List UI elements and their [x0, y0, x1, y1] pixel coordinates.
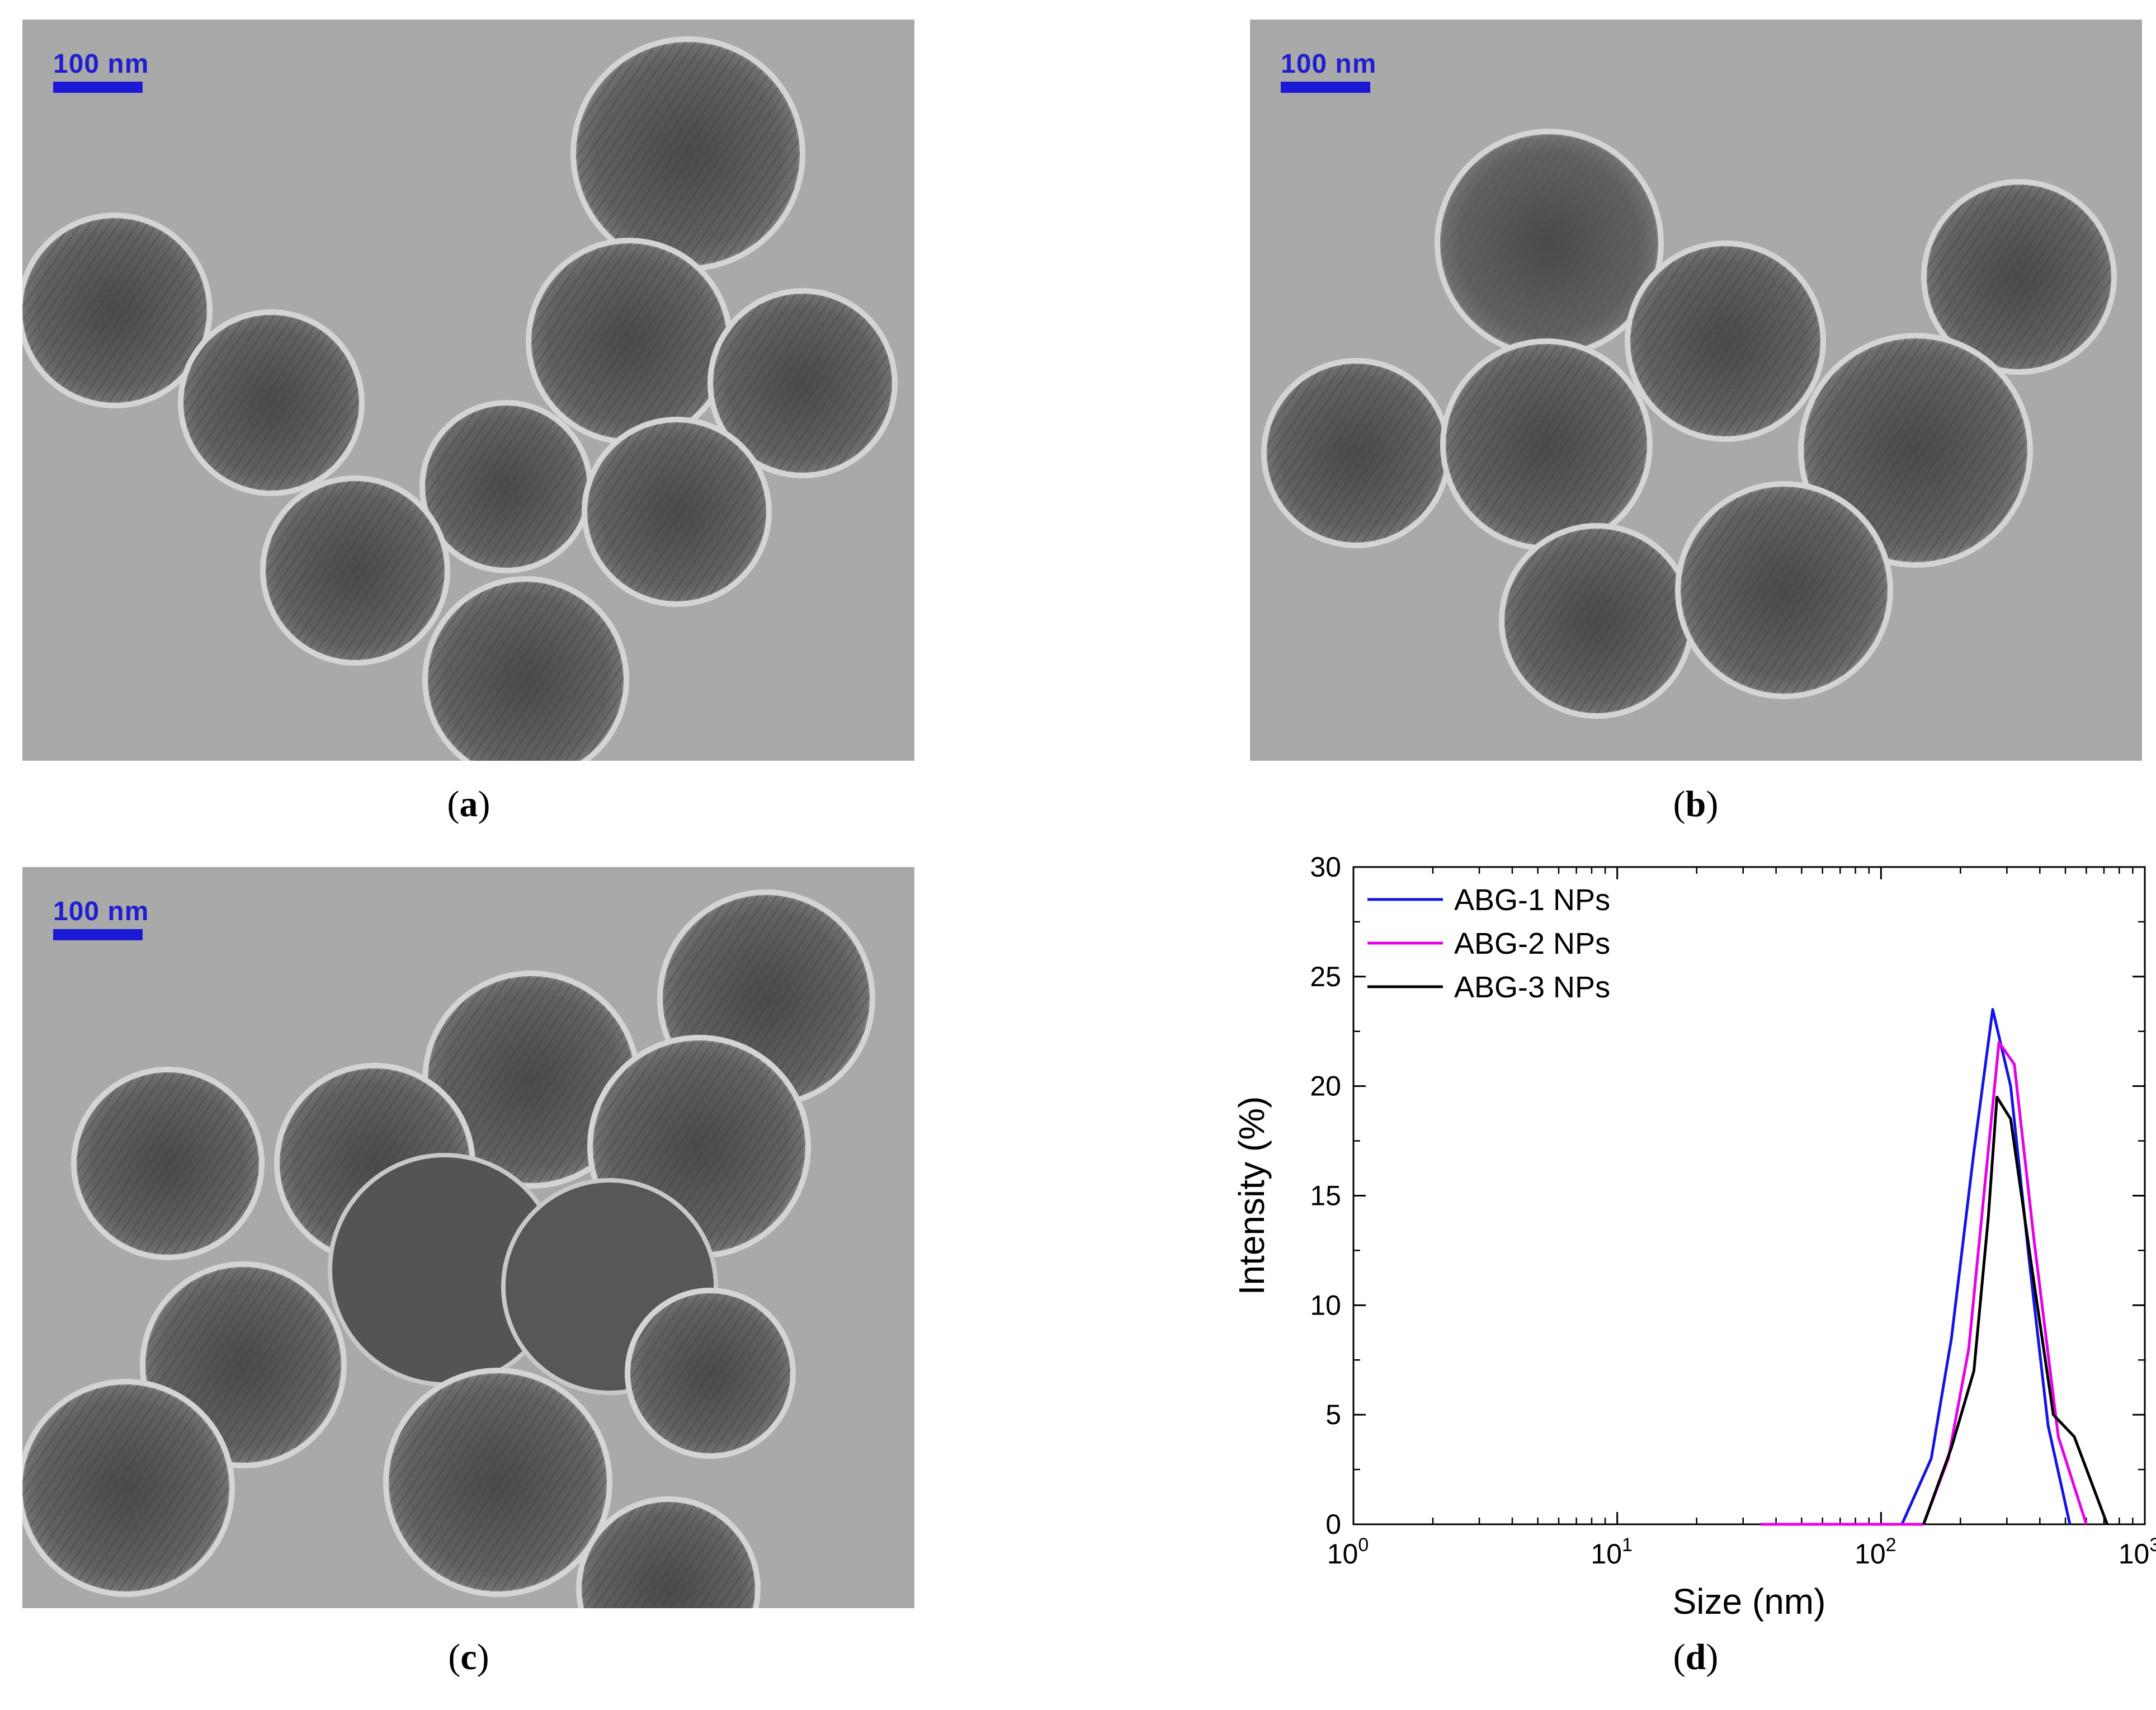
scale-bar-a: 100 nm	[53, 49, 149, 93]
x-tick-label: 103	[2119, 1534, 2156, 1570]
scale-bar-line	[1281, 82, 1370, 93]
tem-particles-b	[1261, 129, 2117, 719]
x-axis-label: Size (nm)	[1673, 1581, 1826, 1622]
scale-bar-c: 100 nm	[53, 896, 149, 940]
tem-particles-a	[22, 36, 898, 761]
x-tick-label: 100	[1327, 1534, 1369, 1570]
series-line-2	[1761, 1040, 2088, 1526]
caption-d: (d)	[1673, 1637, 1719, 1678]
y-tick-label: 15	[1310, 1180, 1341, 1212]
scale-bar-label: 100 nm	[1281, 49, 1377, 79]
caption-c: (c)	[448, 1637, 489, 1678]
series-line-1	[1900, 1008, 2072, 1525]
tem-image-b: 100 nm	[1250, 20, 2142, 761]
scale-bar-line	[53, 82, 143, 93]
plot-frame	[1352, 866, 2146, 1525]
x-tick-label: 101	[1591, 1534, 1633, 1570]
caption-a: (a)	[447, 784, 490, 825]
particles-group-c	[22, 889, 875, 1608]
particles-group-b	[1261, 129, 2117, 719]
scale-bar-line	[53, 929, 143, 940]
y-tick-label: 10	[1310, 1289, 1341, 1321]
legend-label-1: ABG-1 NPs	[1454, 883, 1610, 917]
series-line-3	[1922, 1095, 2109, 1525]
caption-b: (b)	[1673, 784, 1719, 825]
scale-bar-label: 100 nm	[53, 897, 149, 926]
tem-particles-c	[22, 889, 875, 1608]
y-tick-label: 20	[1310, 1071, 1341, 1102]
scale-bar-label: 100 nm	[53, 49, 149, 79]
legend-label-3: ABG-3 NPs	[1454, 971, 1610, 1004]
y-tick-label: 25	[1310, 961, 1341, 992]
dls-size-chart: 0 5 10 15 20 25 30 100 101 102 103 Size (nm) Intensi…	[1232, 856, 2156, 1622]
y-tick-label: 0	[1325, 1509, 1341, 1540]
x-tick-label: 102	[1855, 1534, 1896, 1570]
legend-label-2: ABG-2 NPs	[1454, 927, 1610, 960]
y-axis-label: Intensity (%)	[1232, 1096, 1272, 1296]
y-tick-label: 5	[1325, 1399, 1341, 1430]
scale-bar-b: 100 nm	[1281, 49, 1376, 93]
particles-group-a	[22, 36, 898, 761]
tem-image-a: 100 nm	[22, 20, 914, 761]
y-tick-label: 30	[1310, 856, 1341, 883]
tem-image-c: 100 nm	[22, 867, 914, 1608]
